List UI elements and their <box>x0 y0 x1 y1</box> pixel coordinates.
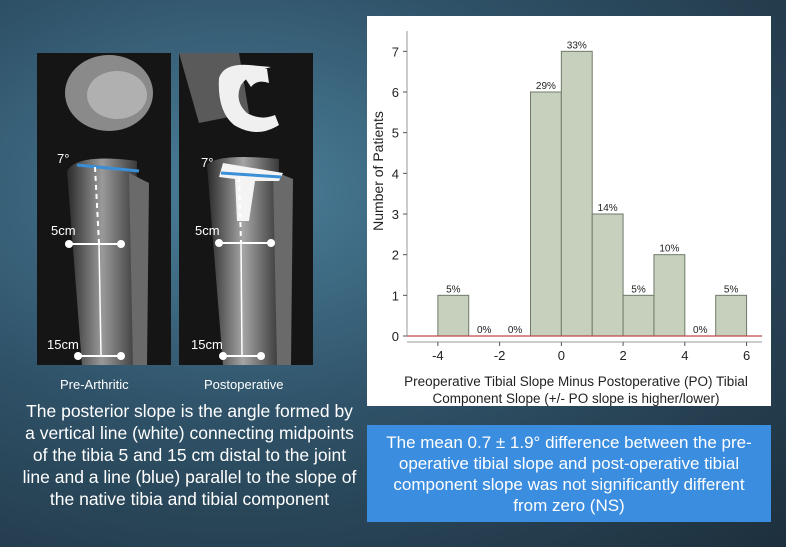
pre-arthritic-xray-image: 7° 5cm 15cm <box>37 53 171 365</box>
pre-5cm-label: 5cm <box>51 223 76 238</box>
x-axis-label-line1: Preoperative Tibial Slope Minus Postoper… <box>404 374 748 389</box>
post-5cm-label: 5cm <box>195 223 220 238</box>
y-tick-label: 4 <box>392 166 399 181</box>
histogram-bar <box>437 294 470 337</box>
y-tick-label: 6 <box>392 85 399 100</box>
bar-percent-label: 29% <box>536 81 556 92</box>
x-tick-label: 4 <box>681 348 688 363</box>
bar-percent-label: 0% <box>693 325 708 336</box>
bar-percent-label: 10% <box>659 244 679 255</box>
result-callout-text: The mean 0.7 ± 1.9° difference between t… <box>386 432 752 515</box>
histogram-bar <box>591 213 624 337</box>
bar-percent-label: 33% <box>567 40 587 51</box>
bar-percent-label: 0% <box>508 325 523 336</box>
pre-arthritic-caption: Pre-Arthritic <box>60 377 129 392</box>
histogram-bar <box>653 254 686 337</box>
postoperative-xray-image: 7° 5cm 15cm <box>179 53 313 365</box>
y-tick-label: 1 <box>392 288 399 303</box>
y-tick-label: 3 <box>392 207 399 222</box>
x-tick-label: 6 <box>743 348 750 363</box>
histogram-panel: 5% 0% 0% 29% 33% 14% 5% 10% 0% 5% 0 1 2 3 4 5 6 7 -4 -2 0 2 4… <box>367 16 771 406</box>
bar-percent-label: 14% <box>598 203 618 214</box>
bar-percent-label: 5% <box>631 284 646 295</box>
x-tick-label: -4 <box>432 348 444 363</box>
bar-percent-label: 0% <box>477 325 492 336</box>
bar-percent-label: 5% <box>724 284 739 295</box>
pre-15cm-label: 15cm <box>47 337 79 352</box>
y-tick-label: 2 <box>392 248 399 263</box>
slope-definition-text: The posterior slope is the angle formed … <box>22 401 357 509</box>
histogram-bar <box>715 294 748 337</box>
histogram-bar <box>529 91 562 337</box>
y-tick-label: 0 <box>392 329 399 344</box>
y-tick-label: 7 <box>392 44 399 59</box>
x-tick-label: 2 <box>619 348 626 363</box>
x-tick-label: -2 <box>494 348 506 363</box>
y-tick-label: 5 <box>392 126 399 141</box>
pre-angle-label: 7° <box>57 151 70 166</box>
post-angle-label: 7° <box>201 155 214 170</box>
x-tick-label: 0 <box>558 348 565 363</box>
post-15cm-label: 15cm <box>191 337 223 352</box>
histogram-bar <box>560 50 593 337</box>
postoperative-caption: Postoperative <box>204 377 284 392</box>
histogram-chart: 5% 0% 0% 29% 33% 14% 5% 10% 0% 5% 0 1 2 3 4 5 6 7 -4 -2 0 2 4… <box>370 31 762 406</box>
histogram-bar <box>622 294 655 337</box>
y-axis-label: Number of Patients <box>370 111 386 231</box>
x-axis-label-line2: Component Slope (+/- PO slope is higher/… <box>432 391 719 406</box>
bar-percent-label: 5% <box>446 284 461 295</box>
result-callout: The mean 0.7 ± 1.9° difference between t… <box>367 425 771 522</box>
